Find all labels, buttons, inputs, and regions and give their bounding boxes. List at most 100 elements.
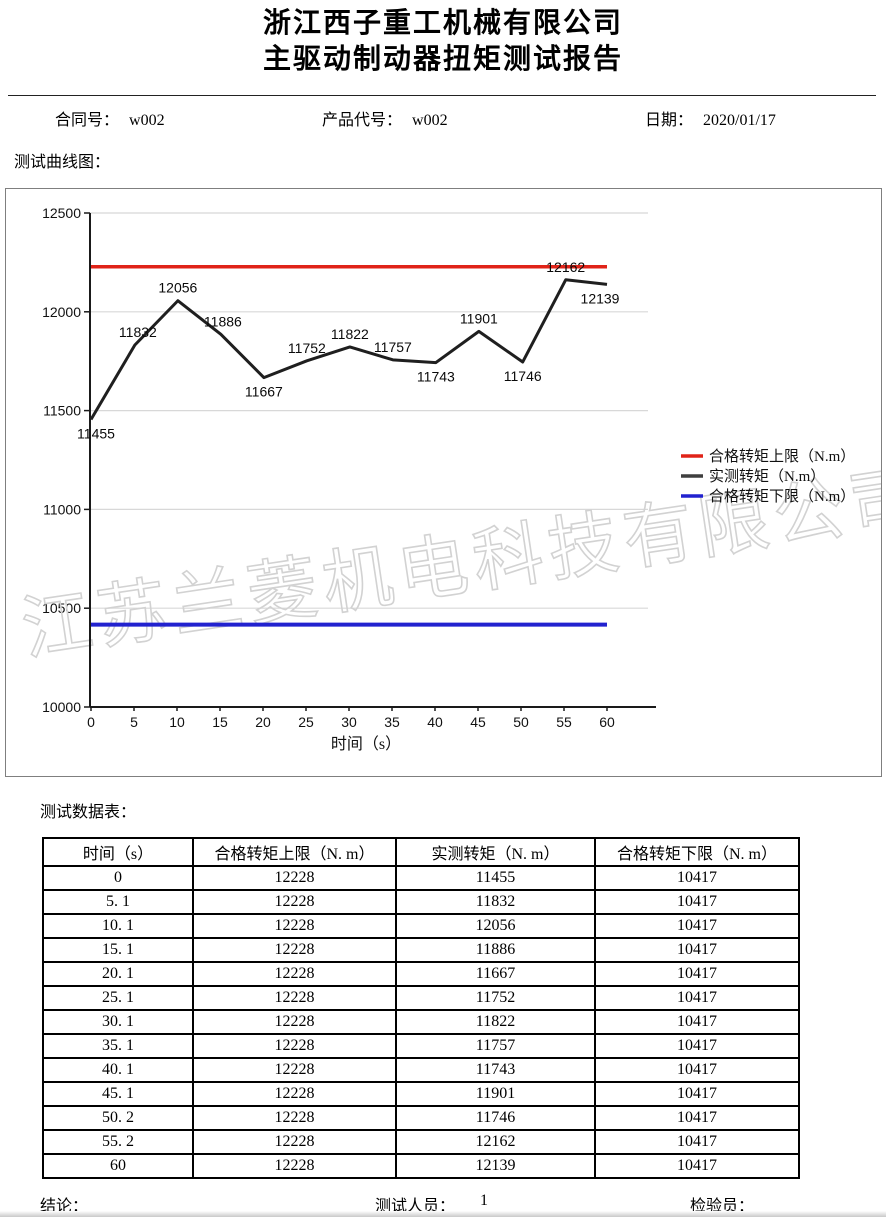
table-row: 0 12228 11455 10417: [42, 865, 800, 891]
date-label: 日期：: [645, 112, 694, 129]
point-value-label: 12139: [581, 290, 620, 306]
legend-label: 合格转矩下限（N.m）: [709, 488, 855, 505]
table-cell: 12228: [192, 865, 397, 891]
point-value-label: 11832: [119, 324, 157, 340]
table-cell: 15. 1: [42, 937, 194, 963]
company-name: 浙江西子重工机械有限公司: [262, 8, 623, 39]
table-cell: 40. 1: [42, 1057, 194, 1083]
column-header: 实测转矩（N. m）: [395, 837, 596, 867]
report-footer: 结论： 测试人员： 1 检验员：: [0, 1192, 886, 1215]
table-cell: 10417: [594, 913, 800, 939]
torque-test-chart: 10000 10500 11000 11500 12000 12500 江苏兰菱机电科技有限…: [5, 188, 882, 777]
table-cell: 50. 2: [42, 1105, 194, 1131]
table-row: 5. 1 12228 11832 10417: [42, 889, 800, 915]
table-cell: 20. 1: [42, 961, 194, 987]
page-bottom-edge: [0, 1211, 886, 1217]
tester-value: 1: [480, 1192, 488, 1209]
x-tick-label: 30: [341, 714, 357, 730]
table-cell: 11455: [395, 865, 596, 891]
x-axis-tick-labels: 0 5 10 15 20 25 30 35 40 45 50 55 60: [87, 707, 615, 730]
y-axis-tick-labels: 10000 10500 11000 11500 12000 12500: [42, 205, 81, 715]
contract-number: 合同号： w002: [55, 106, 165, 130]
table-cell: 10. 1: [42, 913, 194, 939]
x-tick-label: 5: [130, 714, 138, 730]
gridlines: [84, 212, 648, 708]
x-tick-label: 15: [212, 714, 228, 730]
table-cell: 11832: [395, 889, 596, 915]
point-value-label: 11667: [245, 384, 283, 400]
table-cell: 12228: [192, 1057, 397, 1083]
table-cell: 12228: [192, 1081, 397, 1107]
x-tick-label: 20: [255, 714, 271, 730]
measured-torque-line: [89, 278, 608, 421]
chart-legend: 合格转矩上限（N.m） 实测转矩（N.m） 合格转矩下限（N.m）: [681, 448, 855, 505]
table-cell: 55. 2: [42, 1129, 194, 1155]
table-cell: 10417: [594, 1129, 800, 1155]
table-cell: 11746: [395, 1105, 596, 1131]
legend-label: 实测转矩（N.m）: [709, 468, 825, 485]
column-header: 合格转矩上限（N. m）: [192, 837, 397, 867]
table-cell: 10417: [594, 1033, 800, 1059]
report-title-block: 浙江西子重工机械有限公司 主驱动制动器扭矩测试报告: [0, 6, 886, 78]
product-code: 产品代号： w002: [322, 106, 448, 130]
table-row: 35. 1 12228 11757 10417: [42, 1033, 800, 1059]
table-cell: 12228: [192, 889, 397, 915]
table-cell: 12056: [395, 913, 596, 939]
table-cell: 11822: [395, 1009, 596, 1035]
point-value-label: 11752: [288, 340, 326, 356]
table-cell: 10417: [594, 865, 800, 891]
point-value-label: 11822: [331, 326, 369, 342]
table-cell: 5. 1: [42, 889, 194, 915]
curve-section-label: 测试曲线图：: [14, 154, 111, 171]
table-cell: 12228: [192, 1105, 397, 1131]
column-header: 时间（s）: [42, 837, 194, 867]
point-value-label: 11743: [417, 369, 455, 385]
table-row: 25. 1 12228 11752 10417: [42, 985, 800, 1011]
table-cell: 11886: [395, 937, 596, 963]
x-tick-label: 0: [87, 714, 95, 730]
table-cell: 12228: [192, 1129, 397, 1155]
y-tick-label: 11000: [43, 501, 81, 517]
x-tick-label: 10: [169, 714, 185, 730]
table-cell: 12228: [192, 1033, 397, 1059]
table-cell: 10417: [594, 1105, 800, 1131]
table-cell: 11752: [395, 985, 596, 1011]
x-tick-label: 40: [427, 714, 443, 730]
table-cell: 10417: [594, 1009, 800, 1035]
point-value-label: 11757: [374, 339, 412, 355]
table-cell: 10417: [594, 937, 800, 963]
y-tick-label: 11500: [43, 403, 81, 419]
table-cell: 10417: [594, 889, 800, 915]
test-data-table: 时间（s） 合格转矩上限（N. m） 实测转矩（N. m） 合格转矩下限（N. m） 0…: [42, 837, 800, 1179]
table-cell: 11667: [395, 961, 596, 987]
product-label: 产品代号：: [322, 112, 403, 129]
x-tick-label: 35: [384, 714, 400, 730]
x-tick-label: 50: [513, 714, 529, 730]
table-cell: 12228: [192, 1153, 397, 1179]
point-value-label: 11901: [460, 310, 498, 326]
table-section-label: 测试数据表：: [40, 804, 137, 821]
point-value-label: 11886: [204, 313, 242, 329]
table-cell: 45. 1: [42, 1081, 194, 1107]
date-value: 2020/01/17: [703, 112, 776, 129]
table-cell: 12228: [192, 1009, 397, 1035]
x-axis-title: 时间（s）: [331, 735, 401, 753]
point-value-label: 11746: [504, 368, 542, 384]
table-cell: 12228: [192, 937, 397, 963]
table-row: 60 12228 12139 10417: [42, 1153, 800, 1179]
contract-value: w002: [129, 112, 165, 129]
x-tick-label: 25: [298, 714, 314, 730]
table-cell: 35. 1: [42, 1033, 194, 1059]
report-date: 日期： 2020/01/17: [645, 106, 776, 130]
table-cell: 12228: [192, 985, 397, 1011]
point-value-label: 11455: [77, 425, 115, 441]
y-tick-label: 12000: [42, 304, 81, 320]
table-cell: 30. 1: [42, 1009, 194, 1035]
y-tick-label: 10500: [42, 600, 81, 616]
table-row: 40. 1 12228 11743 10417: [42, 1057, 800, 1083]
point-value-labels: 11455 11832 12056 11886 11667 11752 11822 11757…: [77, 259, 620, 442]
table-cell: 60: [42, 1153, 194, 1179]
table-cell: 25. 1: [42, 985, 194, 1011]
point-value-label: 12162: [546, 259, 585, 275]
contract-label: 合同号：: [55, 112, 120, 129]
